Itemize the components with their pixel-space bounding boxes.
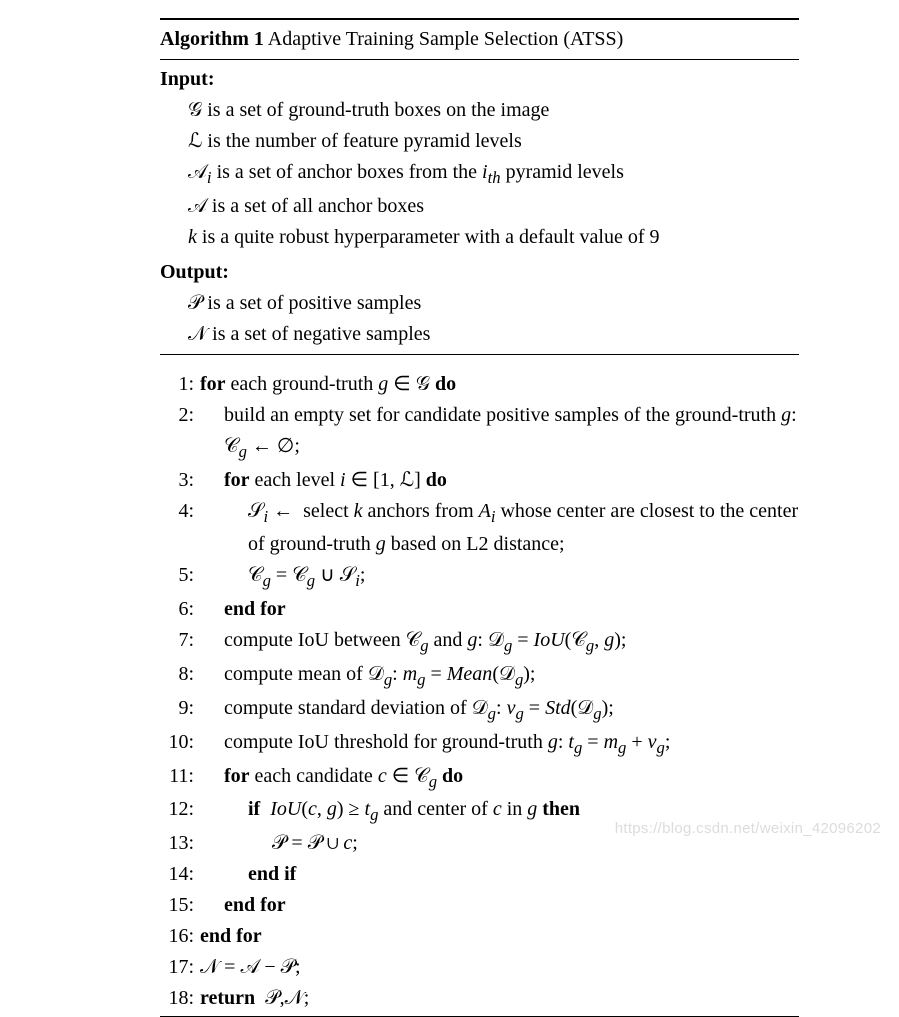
step-row: 6:end for: [160, 594, 799, 625]
step-number: 8:: [160, 659, 200, 690]
algorithm-name: Adaptive Training Sample Selection (ATSS…: [268, 28, 624, 50]
step-row: 14:end if: [160, 859, 799, 890]
step-row: 2:build an empty set for candidate posit…: [160, 400, 799, 465]
step-number: 6:: [160, 594, 200, 625]
step-body: compute IoU between 𝒞g and g: 𝒟g = IoU(𝒞…: [200, 625, 799, 659]
step-number: 18:: [160, 983, 200, 1014]
step-row: 9:compute standard deviation of 𝒟g: vg =…: [160, 693, 799, 727]
step-number: 4:: [160, 496, 200, 527]
step-row: 4:𝒮i ← select k anchors from Ai whose ce…: [160, 496, 799, 561]
step-row: 7:compute IoU between 𝒞g and g: 𝒟g = IoU…: [160, 625, 799, 659]
step-body: end if: [200, 859, 799, 890]
watermark-text: https://blog.csdn.net/weixin_42096202: [615, 820, 881, 837]
input-item: 𝒢 is a set of ground-truth boxes on the …: [188, 95, 799, 126]
step-row: 1:for each ground-truth g ∈ 𝒢 do: [160, 369, 799, 400]
input-item: k is a quite robust hyperparameter with …: [188, 222, 799, 253]
step-body: end for: [200, 921, 799, 952]
step-row: 8:compute mean of 𝒟g: mg = Mean(𝒟g);: [160, 659, 799, 693]
step-number: 3:: [160, 465, 200, 496]
step-number: 7:: [160, 625, 200, 656]
step-body: compute IoU threshold for ground-truth g…: [200, 727, 799, 761]
step-body: build an empty set for candidate positiv…: [200, 400, 799, 465]
input-text: 𝒜i is a set of anchor boxes from the ith…: [188, 161, 624, 183]
step-body: return 𝒫,𝒩;: [200, 983, 799, 1014]
step-row: 17:𝒩 = 𝒜 − 𝒫;: [160, 952, 799, 983]
output-item: 𝒩 is a set of negative samples: [188, 319, 799, 350]
step-body: 𝒞g = 𝒞g ∪ 𝒮i;: [200, 560, 799, 594]
algorithm-block: Algorithm 1 Adaptive Training Sample Sel…: [160, 18, 799, 1017]
step-number: 15:: [160, 890, 200, 921]
step-row: 16:end for: [160, 921, 799, 952]
step-number: 5:: [160, 560, 200, 591]
output-list: 𝒫 is a set of positive samples 𝒩 is a se…: [160, 288, 799, 350]
step-body: end for: [200, 890, 799, 921]
step-number: 11:: [160, 761, 200, 792]
algorithm-title: Algorithm 1 Adaptive Training Sample Sel…: [160, 20, 799, 59]
step-row: 11:for each candidate c ∈ 𝒞g do: [160, 761, 799, 795]
algorithm-number: Algorithm 1: [160, 28, 264, 50]
step-body: for each level i ∈ [1, ℒ] do: [200, 465, 799, 496]
step-body: compute mean of 𝒟g: mg = Mean(𝒟g);: [200, 659, 799, 693]
step-body: 𝒩 = 𝒜 − 𝒫;: [200, 952, 799, 983]
input-label: Input:: [160, 60, 799, 95]
io-rule: [160, 354, 799, 355]
step-number: 17:: [160, 952, 200, 983]
step-body: compute standard deviation of 𝒟g: vg = S…: [200, 693, 799, 727]
step-body: for each ground-truth g ∈ 𝒢 do: [200, 369, 799, 400]
step-row: 3:for each level i ∈ [1, ℒ] do: [160, 465, 799, 496]
step-number: 16:: [160, 921, 200, 952]
step-number: 10:: [160, 727, 200, 758]
step-body: for each candidate c ∈ 𝒞g do: [200, 761, 799, 795]
step-number: 13:: [160, 828, 200, 859]
input-item: 𝒜i is a set of anchor boxes from the ith…: [188, 157, 799, 191]
input-item: 𝒜 is a set of all anchor boxes: [188, 191, 799, 222]
step-number: 2:: [160, 400, 200, 431]
step-row: 10:compute IoU threshold for ground-trut…: [160, 727, 799, 761]
input-item: ℒ is the number of feature pyramid level…: [188, 126, 799, 157]
step-row: 18:return 𝒫,𝒩;: [160, 983, 799, 1014]
input-list: 𝒢 is a set of ground-truth boxes on the …: [160, 95, 799, 253]
step-row: 15:end for: [160, 890, 799, 921]
step-number: 14:: [160, 859, 200, 890]
step-number: 12:: [160, 794, 200, 825]
step-body: 𝒮i ← select k anchors from Ai whose cent…: [200, 496, 799, 561]
step-number: 9:: [160, 693, 200, 724]
input-text: k is a quite robust hyperparameter with …: [188, 226, 660, 248]
output-label: Output:: [160, 253, 799, 288]
step-number: 1:: [160, 369, 200, 400]
algorithm-steps: 1:for each ground-truth g ∈ 𝒢 do2:build …: [160, 369, 799, 1014]
step-body: end for: [200, 594, 799, 625]
output-item: 𝒫 is a set of positive samples: [188, 288, 799, 319]
step-row: 5:𝒞g = 𝒞g ∪ 𝒮i;: [160, 560, 799, 594]
